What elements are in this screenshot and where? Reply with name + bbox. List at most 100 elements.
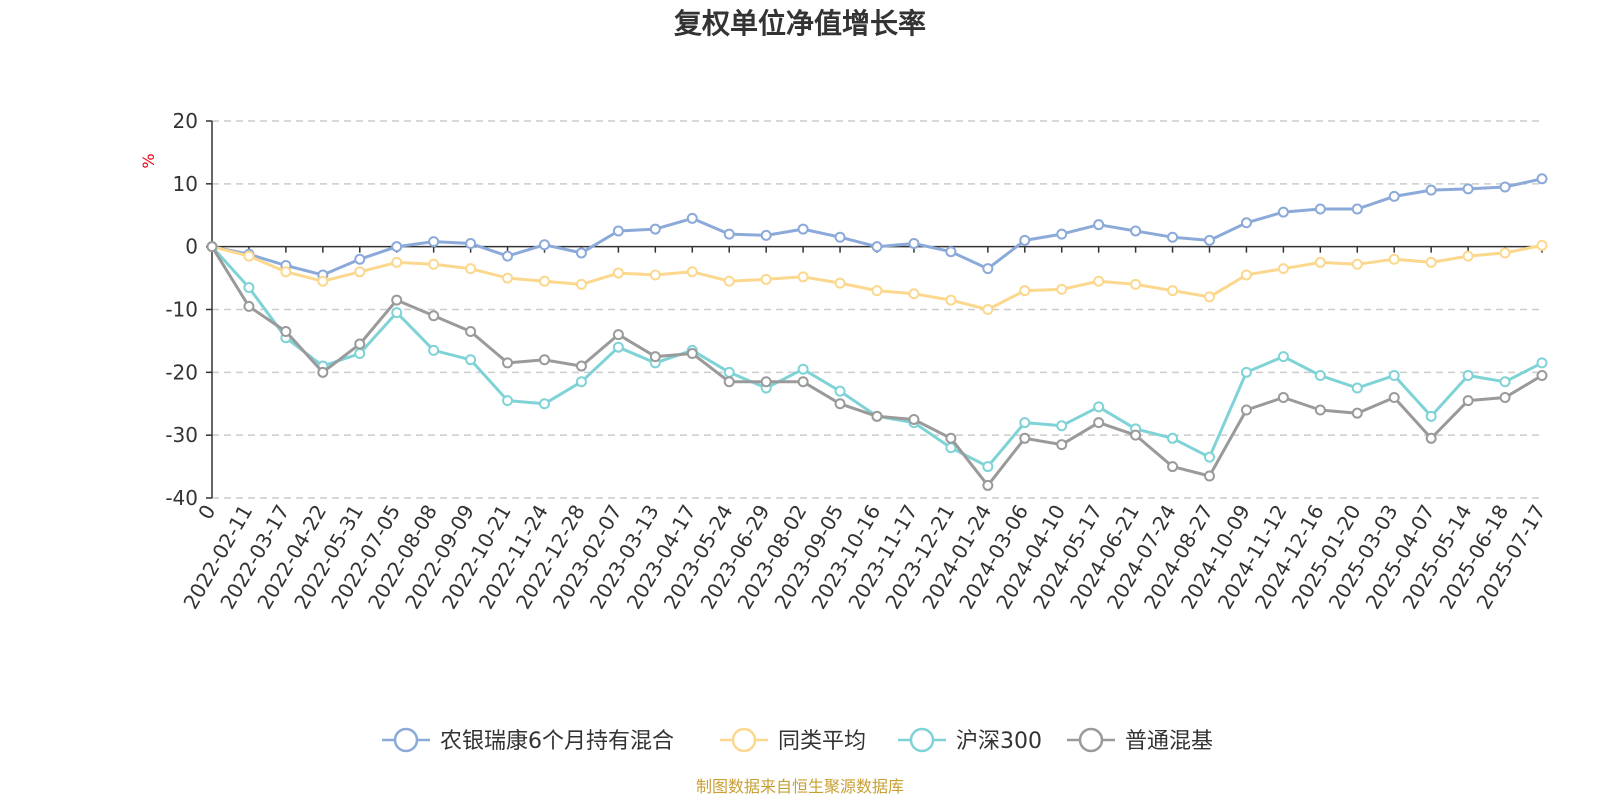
data-point [945, 294, 957, 306]
data-point [1056, 420, 1068, 432]
legend-marker [909, 727, 935, 753]
data-point [243, 282, 255, 294]
data-point [797, 223, 809, 235]
data-point [1388, 391, 1400, 403]
legend-label: 普通混基 [1125, 729, 1213, 754]
data-point [1240, 269, 1252, 281]
data-point [502, 272, 514, 284]
data-point [1277, 263, 1289, 275]
legend-marker [393, 727, 419, 753]
series-2 [206, 239, 1548, 315]
data-point [1499, 181, 1511, 193]
data-point [243, 250, 255, 262]
data-point [1351, 258, 1363, 270]
data-point [1056, 439, 1068, 451]
data-point [391, 294, 403, 306]
data-point [465, 238, 477, 250]
data-point [1314, 369, 1326, 381]
data-point [612, 329, 624, 341]
data-point [465, 354, 477, 366]
data-point [1167, 285, 1179, 297]
data-point [1425, 432, 1437, 444]
data-point [1277, 206, 1289, 218]
data-point [1240, 366, 1252, 378]
data-point [1425, 410, 1437, 422]
data-point [280, 266, 292, 278]
data-point [1130, 429, 1142, 441]
data-point [1056, 283, 1068, 295]
data-point [723, 366, 735, 378]
data-point [575, 278, 587, 290]
data-point [539, 354, 550, 366]
data-point [206, 241, 218, 253]
data-point [1093, 401, 1105, 413]
data-point [1019, 285, 1031, 297]
data-point [317, 275, 329, 287]
data-point [354, 253, 366, 265]
data-point [465, 263, 477, 275]
data-point [1499, 376, 1511, 388]
data-point [871, 410, 883, 422]
data-point [1204, 470, 1215, 482]
data-point [982, 304, 994, 315]
data-point [686, 266, 698, 278]
x-tick-label: 0 [193, 501, 220, 524]
y-tick-label: 20 [173, 109, 198, 133]
data-point [686, 347, 698, 359]
y-tick-label: -10 [165, 298, 198, 322]
series-line [210, 177, 1544, 277]
data-point [982, 263, 994, 275]
data-point [1499, 391, 1511, 403]
legend-item[interactable]: 农银瑞康6个月持有混合 [382, 727, 674, 754]
data-point [1277, 351, 1289, 363]
data-point [575, 247, 587, 259]
data-point [354, 347, 366, 359]
data-point [871, 241, 883, 253]
data-point [354, 338, 366, 350]
data-point [1314, 256, 1326, 268]
data-point [797, 271, 809, 283]
data-point [612, 225, 624, 237]
data-point [649, 269, 661, 281]
data-point [1536, 173, 1548, 185]
data-point [391, 307, 403, 319]
legend-item[interactable]: 沪深300 [898, 727, 1042, 754]
legend-item[interactable]: 普通混基 [1067, 727, 1213, 754]
data-point [686, 212, 698, 224]
series-3 [206, 241, 1548, 473]
data-point [1499, 247, 1511, 259]
data-point [502, 357, 514, 369]
data-source-note: 制图数据来自恒生聚源数据库 [696, 777, 904, 796]
data-point [834, 231, 846, 243]
data-point [1351, 203, 1363, 215]
data-point [428, 310, 440, 322]
data-point [1019, 234, 1031, 246]
data-point [834, 398, 846, 410]
data-point [243, 300, 255, 312]
data-point [1240, 404, 1252, 416]
data-point [908, 413, 920, 425]
data-point [1204, 234, 1215, 246]
data-point [1130, 225, 1142, 237]
series-4 [206, 241, 1548, 491]
data-point [391, 241, 403, 253]
legend-label: 同类平均 [778, 729, 866, 754]
data-point [723, 275, 735, 287]
data-point [760, 273, 772, 285]
data-point [834, 385, 846, 397]
data-point [1056, 228, 1068, 240]
series-line [210, 245, 1544, 487]
legend-item[interactable]: 同类平均 [720, 727, 866, 754]
data-point [1093, 417, 1105, 429]
legend-marker [1078, 727, 1104, 753]
legend[interactable]: 农银瑞康6个月持有混合 同类平均 沪深300 普通混基 [382, 727, 1213, 754]
legend-marker [731, 727, 757, 753]
data-point [797, 363, 809, 375]
data-point [760, 376, 772, 388]
data-point [1425, 256, 1437, 268]
legend-label: 农银瑞康6个月持有混合 [440, 729, 674, 754]
grid-lines [212, 120, 1542, 499]
data-point [317, 366, 329, 378]
data-point [834, 277, 846, 289]
